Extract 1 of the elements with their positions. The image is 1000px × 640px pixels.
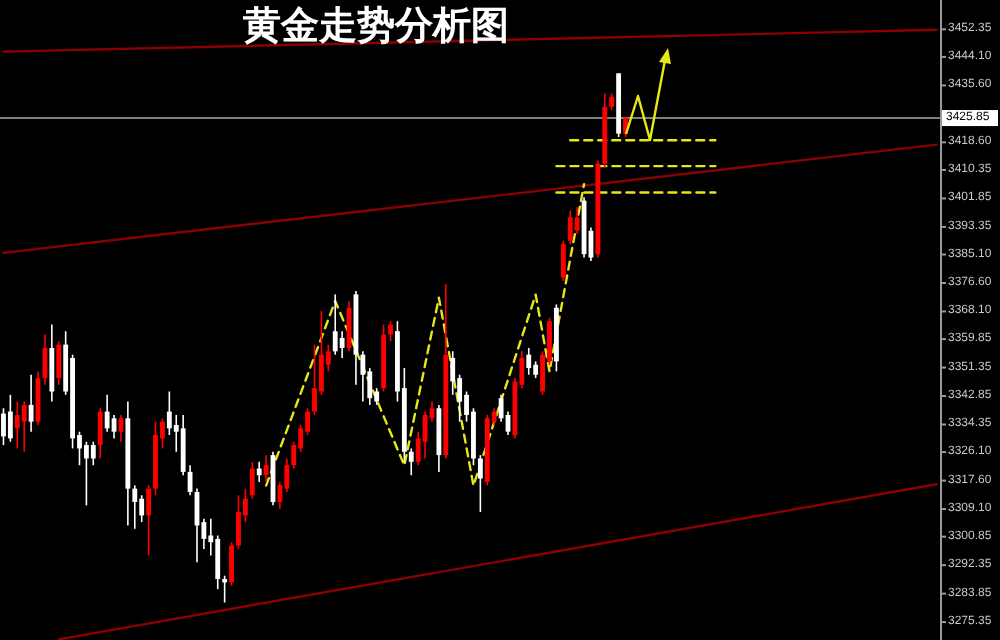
chart-title: 黄金走势分析图 (241, 4, 509, 48)
